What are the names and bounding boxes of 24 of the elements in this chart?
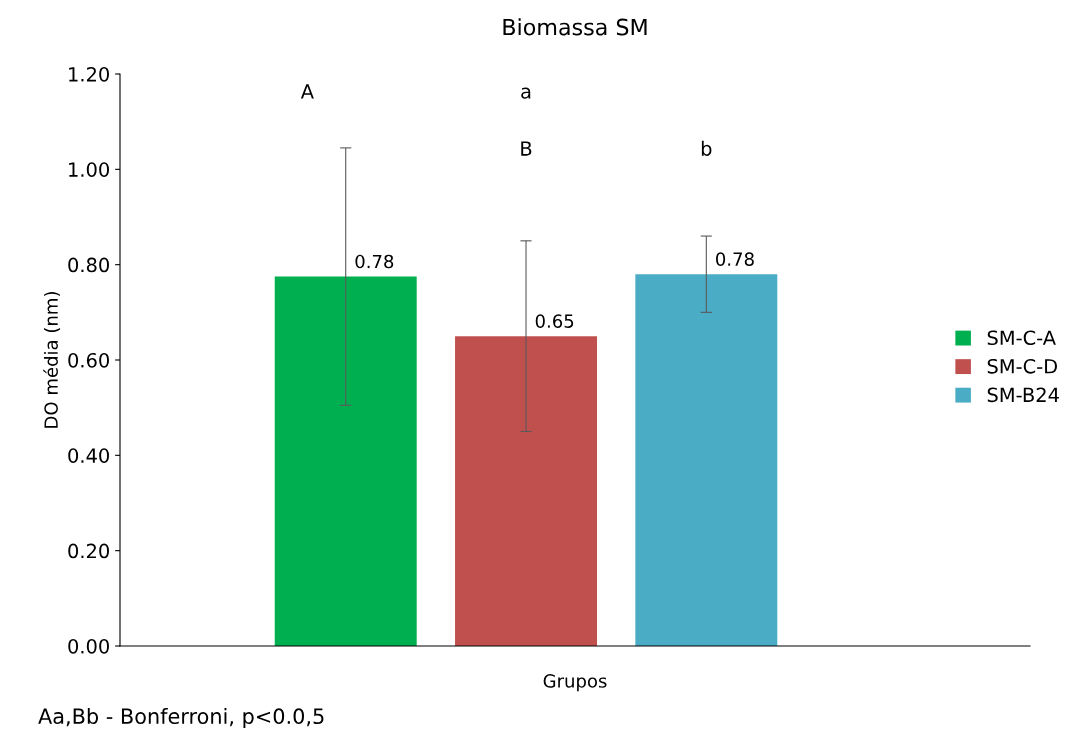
y-tick-label: 0.00: [68, 638, 109, 654]
y-tick-label: 0.40: [68, 448, 109, 463]
annotation: A: [300, 84, 314, 99]
legend-label: SM-C-D: [987, 358, 1058, 374]
y-tick-label: 0.60: [68, 352, 109, 368]
x-axis-title: Grupos: [543, 674, 607, 692]
bar: [274, 276, 417, 646]
bar: [455, 336, 597, 646]
chart-title: Biomassa SM: [503, 18, 647, 36]
legend-label: SM-C-A: [987, 330, 1056, 346]
annotation: B: [521, 141, 532, 156]
y-tick-label: 1.20: [69, 66, 109, 82]
bar: [635, 274, 778, 646]
y-tick-label: 1.00: [69, 162, 109, 177]
text: Aa,Bb - Bonferroni, p<0.0,5: [38, 707, 324, 729]
legend-label: SM-B24: [987, 387, 1059, 403]
y-tick-label: 0.20: [68, 543, 109, 559]
y-axis-title: DO média (nm): [43, 292, 61, 428]
annotation: b: [701, 140, 712, 156]
data-label: 0.78: [355, 254, 394, 269]
annotation: a: [521, 87, 531, 99]
data-label: 0.65: [535, 314, 574, 328]
y-tick-label: 0.80: [68, 257, 109, 273]
data-label: 0.78: [716, 252, 754, 266]
